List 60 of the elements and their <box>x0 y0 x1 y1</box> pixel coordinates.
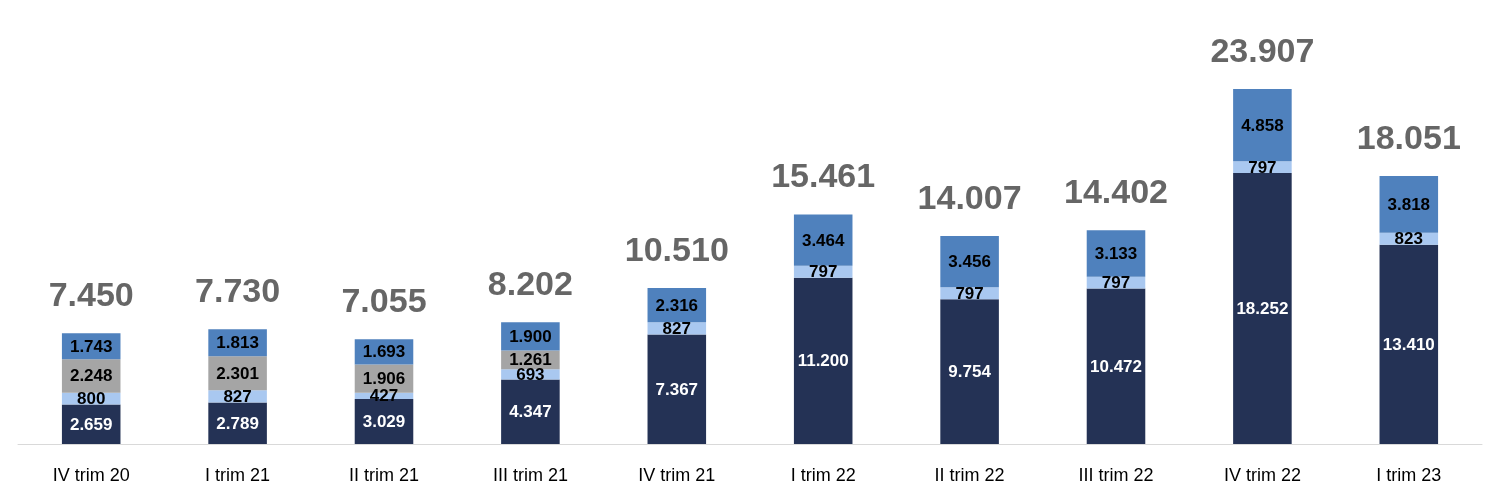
data-label: 693 <box>516 364 545 384</box>
data-label: 797 <box>1101 273 1131 293</box>
data-label: 1.743 <box>69 336 113 356</box>
data-label: 827 <box>662 318 691 338</box>
data-label: 3.464 <box>801 230 846 250</box>
data-label: 2.248 <box>69 366 113 386</box>
data-label: 13.410 <box>1382 334 1435 354</box>
data-label: 800 <box>77 389 106 409</box>
data-label: 797 <box>955 283 984 303</box>
x-tick-label: III trim 22 <box>1078 465 1154 485</box>
data-label: 797 <box>809 262 838 282</box>
total-label: 7.730 <box>195 271 281 310</box>
data-label: 823 <box>1394 229 1423 249</box>
data-label: 2.659 <box>69 414 113 434</box>
total-label: 23.907 <box>1210 31 1315 69</box>
data-label: 9.754 <box>948 362 992 382</box>
x-tick-label: II trim 21 <box>348 465 420 485</box>
total-label: 14.007 <box>917 178 1022 217</box>
data-label: 3.818 <box>1387 194 1431 214</box>
total-label: 8.202 <box>487 264 573 303</box>
data-label: 3.029 <box>362 412 406 432</box>
x-tick-label: III trim 21 <box>492 465 568 485</box>
x-tick-label: I trim 21 <box>205 465 271 485</box>
data-label: 10.472 <box>1090 356 1142 376</box>
data-label: 1.813 <box>216 333 259 353</box>
x-tick-label: I trim 22 <box>790 465 856 485</box>
bar <box>501 379 560 444</box>
data-label: 7.367 <box>655 379 699 399</box>
data-label: 2.301 <box>216 363 259 383</box>
bar <box>647 334 707 444</box>
total-label: 18.051 <box>1356 117 1461 156</box>
data-label: 827 <box>223 386 252 406</box>
x-tick-label: IV trim 20 <box>52 465 130 485</box>
data-label: 3.456 <box>948 252 991 272</box>
data-label: 797 <box>1248 157 1277 177</box>
data-label: 4.347 <box>509 402 552 422</box>
x-tick-label: IV trim 22 <box>1223 465 1301 485</box>
bar <box>793 277 853 444</box>
x-tick-label: II trim 22 <box>934 465 1005 485</box>
data-label: 1.900 <box>509 326 552 346</box>
x-tick-label: IV trim 21 <box>638 465 716 485</box>
bar <box>940 299 999 444</box>
data-label: 3.133 <box>1094 243 1138 263</box>
x-tick-label: I trim 23 <box>1376 465 1442 485</box>
bar <box>1379 244 1439 444</box>
total-label: 15.461 <box>771 156 876 195</box>
total-label: 10.510 <box>624 229 729 268</box>
data-label: 18.252 <box>1236 298 1289 318</box>
data-label: 2.789 <box>216 413 259 433</box>
total-label: 7.055 <box>341 281 427 320</box>
bar <box>1233 89 1292 162</box>
bar <box>1233 172 1292 444</box>
data-label: 4.858 <box>1241 115 1284 135</box>
data-label: 11.200 <box>797 351 849 371</box>
bar <box>1086 288 1146 444</box>
total-label: 14.402 <box>1064 172 1168 211</box>
data-label: 1.693 <box>362 342 406 362</box>
total-label: 7.450 <box>48 275 134 314</box>
data-label: 2.316 <box>655 295 699 315</box>
data-label: 1.906 <box>362 369 406 389</box>
